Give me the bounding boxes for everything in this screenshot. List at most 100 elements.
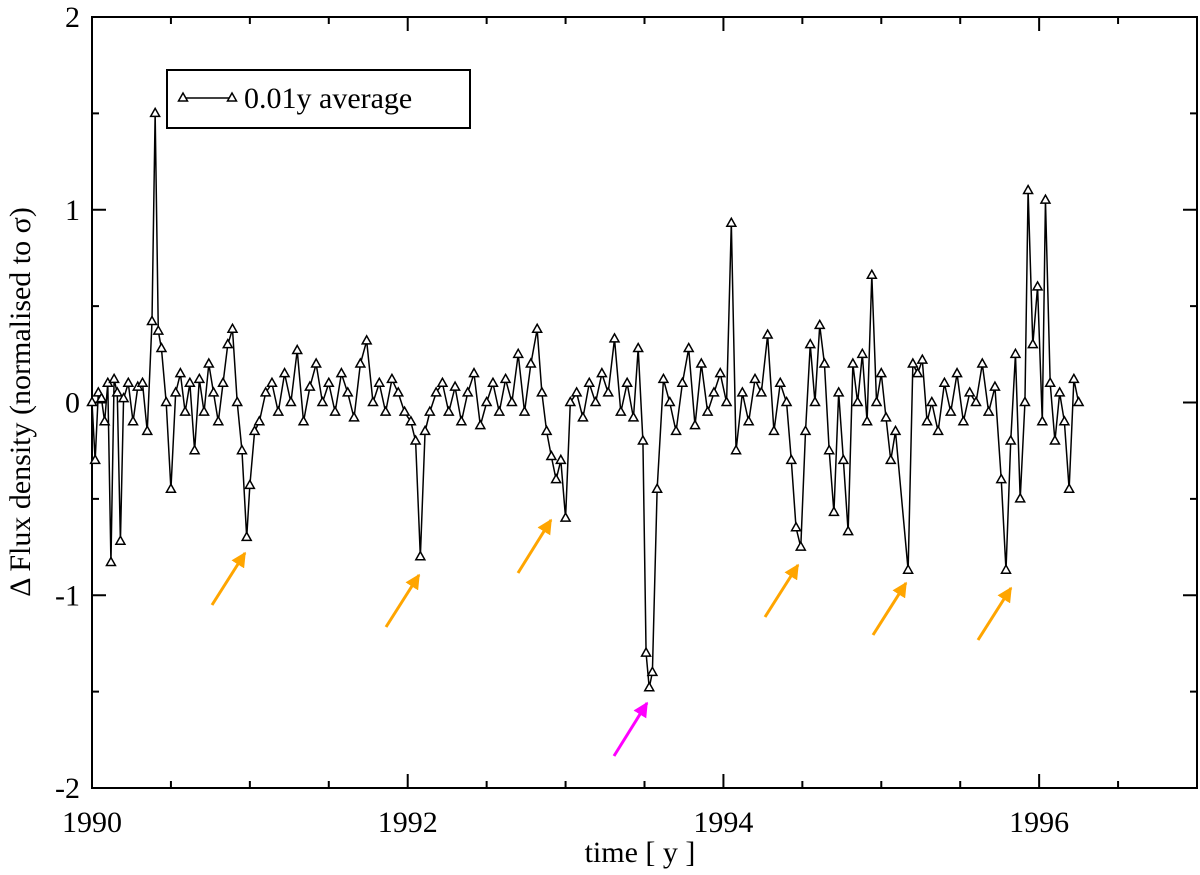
data-point [1053,386,1066,397]
data-point [540,424,553,436]
data-point [155,342,168,353]
data-point [360,334,373,345]
data-point [127,415,139,426]
data-point [689,419,701,430]
data-point [804,338,817,349]
data-point [794,540,807,551]
data-point [105,555,117,567]
data-point [615,405,627,416]
data-point [995,473,1008,484]
data-point [531,322,543,334]
data-point [663,395,676,407]
data-point [577,411,589,422]
data-point [169,386,182,397]
data-point [226,322,239,334]
data-point [583,376,596,387]
data-point [870,395,883,407]
data-point [720,395,733,407]
data-point [1072,395,1085,407]
data-point [240,530,253,542]
data-point [926,395,938,407]
data-point [799,424,812,436]
y-tick-label: 1 [65,194,80,227]
data-point [1063,482,1075,493]
data-point [755,386,768,397]
data-point [828,505,840,517]
data-point [976,357,989,368]
data-point [398,405,411,416]
x-axis-label: time [ y ] [585,836,696,869]
x-tick-label: 1996 [1009,806,1069,839]
y-axis-label: Δ Flux density (normalised to σ) [4,207,37,597]
data-point [310,357,322,368]
data-point [832,386,845,397]
data-point [278,367,291,378]
data-point [525,357,537,368]
data-point [335,367,348,378]
data-point [304,380,316,391]
data-point [285,395,297,407]
data-point [436,376,449,387]
arrow [516,518,553,574]
data-point [414,550,427,561]
data-point [589,395,602,407]
data-point [354,357,367,368]
data-point [982,405,995,416]
data-point [842,525,854,536]
data-point [203,357,215,368]
x-tick-label: 1990 [62,806,122,839]
data-point [386,372,398,384]
data-point [818,357,831,368]
data-point [409,434,422,445]
data-point [1039,193,1052,204]
y-tick-label: -1 [55,579,80,612]
legend-box [166,69,471,129]
data-point [749,372,761,384]
data-point [742,415,755,426]
data-point [160,395,172,407]
data-point [487,376,499,387]
data-point [602,386,614,397]
data-point [545,449,558,461]
data-point [316,395,329,407]
arrow [612,701,649,757]
data-point [373,376,386,387]
data-point [221,338,234,349]
data-point [963,386,976,397]
data-point [608,332,621,343]
data-point [785,453,798,465]
data-point [114,534,127,546]
data-point [231,395,244,407]
data-point [809,395,821,407]
data-point [1031,280,1044,291]
data-point [419,424,431,436]
data-point [651,482,663,493]
arrow [976,586,1013,641]
data-point [193,372,206,384]
data-point [559,511,572,522]
data-point [670,424,682,436]
data-point [596,367,608,378]
data-point [405,415,417,426]
data-point [392,386,405,397]
data-point [944,405,957,416]
data-point [714,367,727,378]
data-point [866,268,878,280]
data-point [122,376,135,387]
data-point [1014,492,1026,503]
data-point [323,376,335,387]
data-point [1068,372,1080,384]
data-point [1036,415,1049,426]
data-point [837,453,850,465]
data-point [174,367,187,378]
data-point [146,315,158,326]
data-point [884,453,897,465]
data-point [880,411,892,422]
y-tick-label: 0 [65,387,80,420]
data-point [646,665,659,677]
data-point [455,415,468,426]
data-point [780,395,793,407]
data-point [861,415,873,426]
data-point [297,415,310,426]
data-point [989,380,1001,391]
